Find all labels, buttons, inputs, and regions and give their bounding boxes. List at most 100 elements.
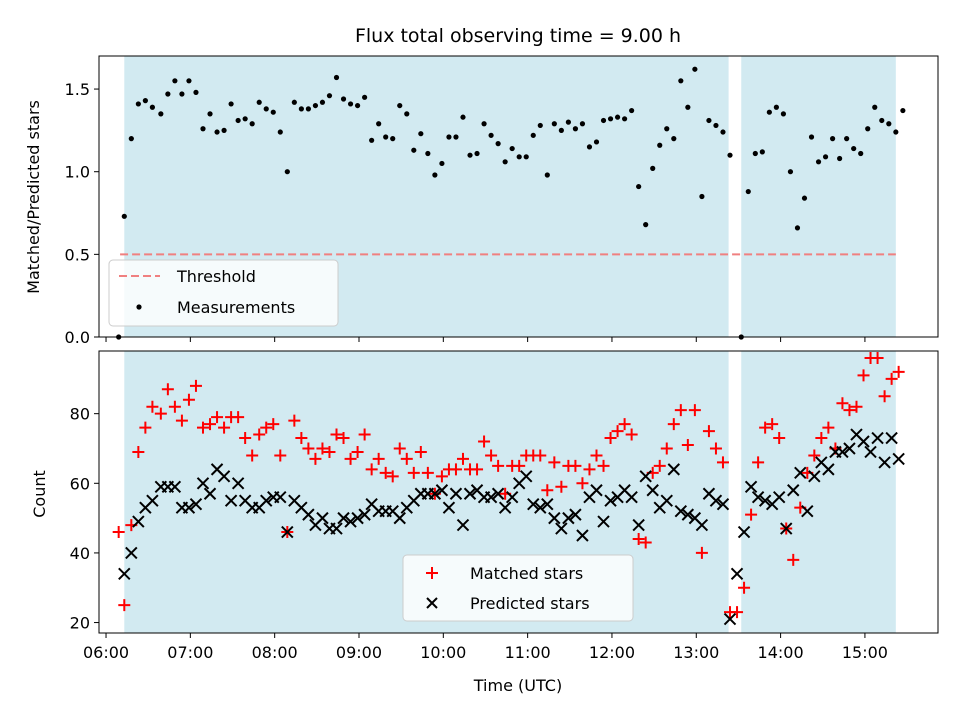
predicted-star-point (463, 487, 477, 500)
top-y-tick-label: 0.5 (65, 245, 90, 264)
x-tick-label: 06:00 (83, 643, 129, 662)
measurement-point (794, 225, 801, 231)
predicted-star-point (632, 518, 645, 532)
measurement-point (263, 106, 269, 112)
measurement-point (572, 126, 579, 132)
bottom-legend: Matched stars Predicted stars (402, 554, 634, 622)
matched-star-point (449, 463, 462, 476)
measurement-point (678, 78, 684, 84)
matched-star-point (302, 442, 315, 455)
predicted-star-point (681, 508, 695, 521)
measurement-point (425, 150, 431, 157)
bottom-y-ticks: 20 40 60 80 (70, 405, 99, 633)
measurement-point (685, 104, 691, 110)
measurement-point (207, 111, 213, 117)
matched-star-point (435, 470, 448, 483)
x-tick-label: 12:00 (589, 643, 635, 662)
matched-star-point (358, 428, 371, 441)
matched-star-point (787, 553, 800, 566)
measurement-point (720, 129, 726, 135)
bottom-axes-frame (98, 350, 939, 634)
predicted-star-point (737, 525, 751, 539)
x-tick-label: 11:00 (505, 643, 551, 662)
measurement-point (172, 78, 178, 84)
predicted-star-point (730, 567, 744, 581)
measurement-point (706, 117, 712, 124)
matched-star-point (189, 379, 202, 392)
bottom-legend-box (402, 554, 634, 622)
measurement-point (759, 149, 765, 155)
bottom-y-tick-label: 60 (70, 474, 90, 493)
bottom-observing-window-1 (741, 351, 896, 633)
matched-star-point (316, 442, 329, 455)
matched-star-point (590, 449, 603, 462)
top-panel: 0.0 0.5 1.0 1.5 Flux total observing time =… (24, 25, 939, 347)
measurement-point (879, 117, 885, 124)
predicted-star-point (758, 494, 772, 507)
matched-star-point (478, 435, 491, 448)
matched-star-point (421, 466, 434, 479)
measurement-point (664, 126, 670, 132)
matched-star-point (218, 421, 231, 434)
measurement-point (312, 102, 319, 109)
x-tick-label: 09:00 (336, 643, 382, 662)
matched-star-point (766, 418, 779, 431)
x-axis-label: Time (UTC) (473, 676, 562, 695)
matched-star-point (232, 411, 245, 424)
predicted-star-point (885, 431, 898, 445)
matched-star-point (393, 442, 406, 455)
x-tick-label: 14:00 (758, 643, 804, 662)
measurement-point (671, 136, 677, 142)
predicted-star-point (224, 494, 238, 507)
measurement-point (530, 132, 536, 138)
matched-star-point (576, 477, 589, 490)
measurement-point (270, 109, 276, 115)
measurement-point (502, 159, 508, 165)
predicted-star-point (569, 508, 582, 521)
measurement-point (815, 159, 822, 165)
measurement-point (235, 117, 241, 124)
matched-star-point (815, 432, 828, 445)
measurement-point (165, 91, 171, 97)
predicted-star-point (836, 445, 849, 459)
matched-star-point (716, 456, 729, 469)
predicted-star-point (857, 435, 870, 448)
measurement-point (481, 121, 487, 127)
measurement-point (256, 99, 262, 105)
predicted-star-point (146, 494, 159, 507)
matched-star-point (759, 421, 772, 434)
measurement-point (808, 134, 815, 140)
measurement-point (544, 172, 550, 178)
matched-star-point (731, 606, 744, 619)
predicted-star-point (716, 497, 730, 511)
predicted-star-point (498, 501, 512, 514)
x-tick-label: 13:00 (673, 643, 719, 662)
measurement-point (829, 136, 836, 142)
measurement-point (362, 94, 368, 100)
measurement-point (600, 117, 607, 124)
bottom-y-tick-label: 20 (70, 614, 90, 633)
matched-star-point (154, 407, 167, 420)
x-tick-label: 10:00 (420, 643, 466, 662)
measurement-point (745, 188, 751, 195)
matched-star-point (688, 404, 701, 417)
matched-star-point (850, 400, 863, 413)
matched-star-point (541, 484, 554, 497)
predicted-star-point (801, 504, 814, 518)
measurement-point (397, 102, 403, 109)
predicted-star-point (892, 452, 905, 466)
measurement-point (149, 104, 156, 110)
predicted-star-point (534, 501, 547, 514)
predicted-star-point (358, 508, 371, 521)
measurement-point (411, 147, 417, 153)
measurement-point (727, 152, 733, 158)
measurement-point (893, 129, 899, 135)
x-tick-label: 08:00 (252, 643, 298, 662)
matched-star-point (274, 449, 287, 462)
matched-star-point (681, 439, 694, 451)
matched-star-point (196, 421, 209, 434)
measurement-point (326, 93, 333, 99)
predicted-star-point (132, 515, 145, 528)
measurement-point (858, 150, 864, 157)
